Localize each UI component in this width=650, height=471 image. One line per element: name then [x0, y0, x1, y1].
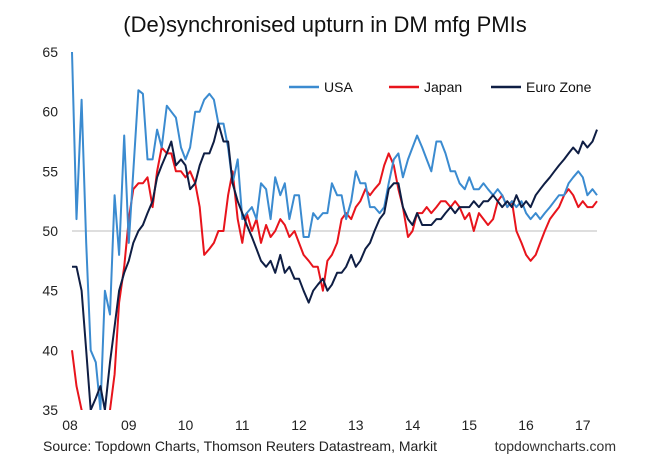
legend-label: Japan	[424, 79, 462, 95]
x-tick-label: 11	[235, 417, 250, 433]
legend-label: Euro Zone	[526, 79, 592, 95]
y-tick-label: 50	[42, 223, 58, 239]
legend-label: USA	[324, 79, 353, 95]
y-tick-label: 35	[42, 402, 58, 418]
y-tick-label: 65	[42, 44, 58, 60]
series-lines	[71, 51, 598, 410]
y-tick-label: 55	[42, 163, 58, 179]
x-tick-label: 16	[518, 417, 534, 433]
x-tick-label: 13	[348, 417, 364, 433]
y-tick-label: 40	[42, 342, 58, 358]
x-axis-ticks: 08 09 10 11 12 13 14 15 16 17	[62, 417, 591, 433]
legend: USA Japan Euro Zone	[289, 79, 592, 95]
y-axis-ticks: 35 40 45 50 55 60 65	[42, 44, 58, 418]
x-tick-label: 14	[405, 417, 421, 433]
source-note: Source: Topdown Charts, Thomson Reuters …	[43, 438, 437, 454]
brand-label: topdowncharts.com	[494, 438, 616, 454]
x-tick-label: 15	[462, 417, 478, 433]
x-tick-label: 12	[291, 417, 307, 433]
x-tick-label: 10	[178, 417, 194, 433]
y-tick-label: 45	[42, 283, 58, 299]
chart-title: (De)synchronised upturn in DM mfg PMIs	[123, 12, 527, 37]
x-tick-label: 17	[575, 417, 591, 433]
series-line-euro-zone	[72, 122, 598, 410]
x-tick-label: 09	[121, 417, 137, 433]
y-tick-label: 60	[42, 104, 58, 120]
x-tick-label: 08	[62, 417, 78, 433]
